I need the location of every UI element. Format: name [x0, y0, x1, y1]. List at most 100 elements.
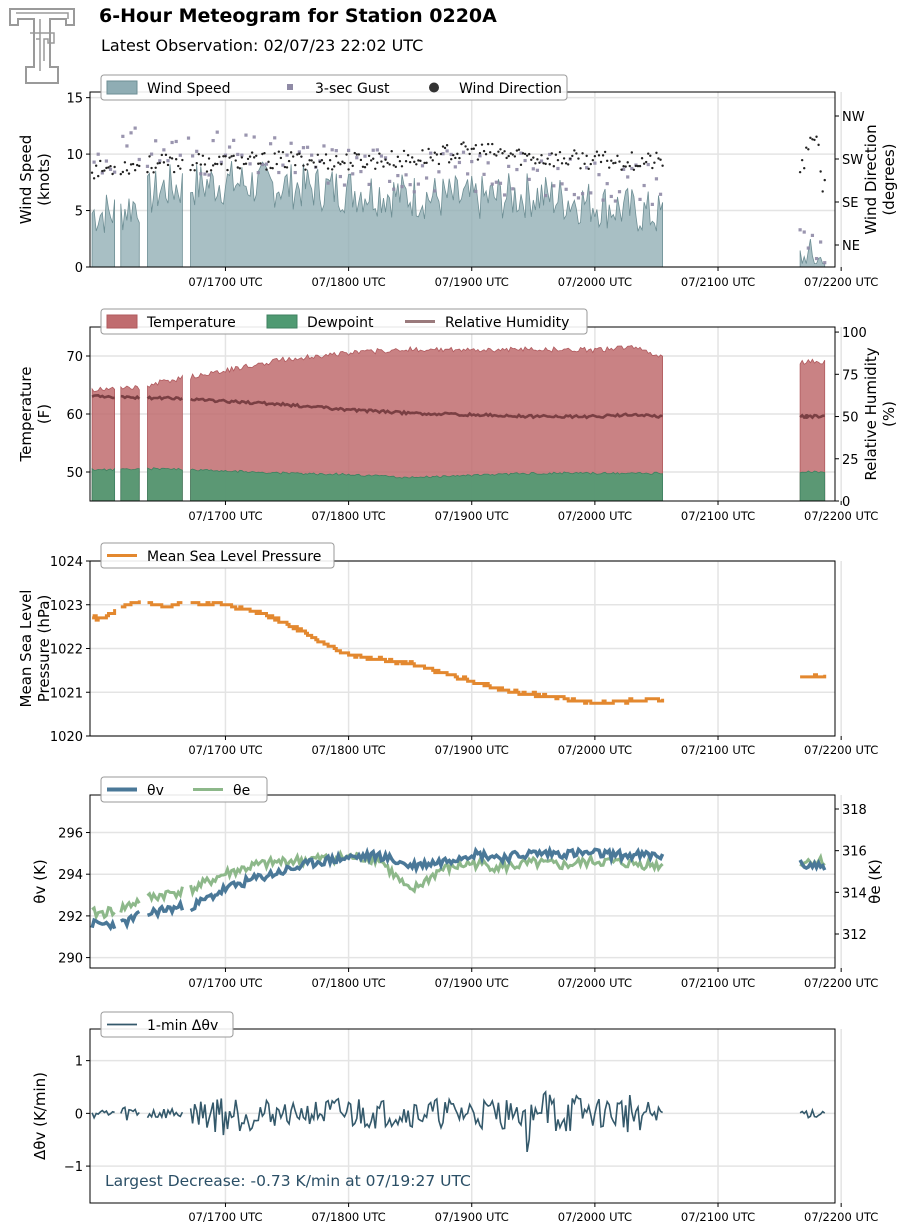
gust-marker — [617, 190, 622, 194]
wind-direction-dot — [505, 156, 508, 160]
wind-direction-dot — [511, 153, 514, 156]
wind-direction-dot — [489, 151, 492, 154]
gust-marker — [199, 172, 203, 176]
wind-direction-dot — [101, 169, 104, 173]
x-tick-label: 07/1900 UTC — [435, 275, 509, 289]
wind-direction-dot — [207, 157, 211, 160]
wind-direction-dot — [308, 159, 311, 162]
wind-direction-dot — [123, 161, 127, 164]
gust-marker — [125, 144, 129, 148]
wind-direction-dot — [97, 174, 100, 178]
gust-marker — [478, 154, 482, 158]
wind-direction-dot — [468, 152, 471, 156]
wind-direction-dot — [417, 159, 420, 162]
wind-direction-dot — [197, 152, 200, 156]
theta-v-line — [798, 858, 827, 872]
y-axis-label-line: θv (K) — [31, 859, 49, 903]
gust-marker — [408, 183, 412, 187]
wind-direction-dot — [476, 158, 480, 161]
wind-direction-dot — [328, 158, 332, 162]
wind-direction-dot — [599, 160, 603, 164]
gust-marker — [630, 166, 634, 171]
wind-direction-dot — [216, 162, 219, 166]
wind-direction-dot — [105, 166, 108, 170]
wind-direction-dot — [813, 138, 816, 142]
wind-direction-dot — [259, 162, 262, 165]
wind-direction-dot — [177, 164, 180, 168]
wind-direction-dot — [491, 142, 494, 146]
wind-direction-dot — [158, 161, 161, 165]
wind-speed-area — [120, 198, 140, 268]
wind-direction-dot — [349, 161, 352, 165]
wind-direction-dot — [595, 150, 599, 153]
wind-direction-dot — [552, 165, 556, 168]
gust-marker — [613, 199, 617, 203]
x-tick-label: 07/2100 UTC — [681, 1210, 755, 1224]
y-axis-label: Mean Sea LevelPressure (hPa) — [17, 590, 53, 708]
gust-marker — [396, 173, 400, 178]
mslp-line — [92, 609, 117, 622]
dewpoint-area — [91, 467, 116, 502]
wind-direction-dot — [94, 164, 98, 167]
theta-v-line — [189, 845, 665, 913]
y2-tick-label: NW — [842, 110, 865, 125]
gust-marker — [359, 169, 363, 174]
wind-direction-dot — [127, 172, 131, 175]
wind-direction-dot — [205, 170, 209, 173]
y-tick-label: 1 — [75, 1055, 83, 1070]
wind-direction-dot — [601, 154, 605, 157]
legend-label: Dewpoint — [307, 315, 374, 331]
wind-direction-dot — [304, 168, 307, 171]
wind-direction-dot — [523, 152, 527, 156]
wind-direction-dot — [540, 153, 543, 157]
gust-marker — [145, 164, 150, 168]
gust-marker — [515, 167, 519, 172]
wind-direction-dot — [571, 154, 574, 158]
x-tick-label: 07/1700 UTC — [188, 275, 262, 289]
wind-direction-dot — [378, 152, 381, 155]
wind-direction-dot — [456, 152, 459, 156]
wind-direction-dot — [201, 154, 205, 157]
gust-marker — [802, 230, 806, 234]
gust-marker — [346, 148, 351, 152]
wind-direction-dot — [445, 144, 449, 147]
gust-marker — [281, 163, 285, 167]
gust-marker — [137, 157, 141, 162]
wind-direction-dot — [199, 163, 203, 166]
wind-direction-dot — [823, 178, 826, 182]
y-tick-label: 60 — [66, 408, 83, 423]
wind-direction-dot — [435, 153, 439, 156]
delta-theta-line — [120, 1106, 140, 1121]
gust-marker — [186, 136, 191, 140]
gust-marker — [195, 149, 199, 153]
legend-box — [100, 1011, 234, 1038]
wind-direction-dot — [376, 161, 379, 164]
wind-direction-dot — [195, 161, 198, 165]
y-axis-label-line: (F) — [35, 404, 53, 424]
wind-direction-dot — [298, 152, 301, 155]
mslp-line — [120, 600, 141, 609]
x-tick-label: 07/2200 UTC — [804, 275, 878, 289]
wind-direction-dot — [287, 159, 291, 163]
wind-direction-dot — [439, 152, 443, 156]
wind-direction-dot — [121, 170, 125, 174]
gust-marker — [326, 181, 330, 185]
gust-marker — [154, 139, 158, 143]
gust-marker — [519, 151, 523, 155]
gust-marker — [108, 167, 113, 171]
gust-marker — [810, 233, 815, 238]
gust-marker — [256, 171, 260, 175]
legend-label: θv — [147, 783, 164, 799]
y2-axis-label-line: Wind Direction — [862, 124, 880, 234]
x-tick-label: 07/2200 UTC — [804, 976, 878, 990]
y2-tick-label: 312 — [842, 928, 867, 943]
gust-marker — [638, 197, 642, 202]
gust-marker — [149, 152, 154, 156]
gust-marker — [589, 191, 593, 195]
wind-direction-dot — [647, 152, 650, 155]
y-tick-label: −1 — [64, 1160, 83, 1175]
wind-direction-dot — [800, 158, 804, 162]
wind-direction-dot — [172, 170, 176, 174]
wind-direction-dot — [583, 162, 586, 166]
